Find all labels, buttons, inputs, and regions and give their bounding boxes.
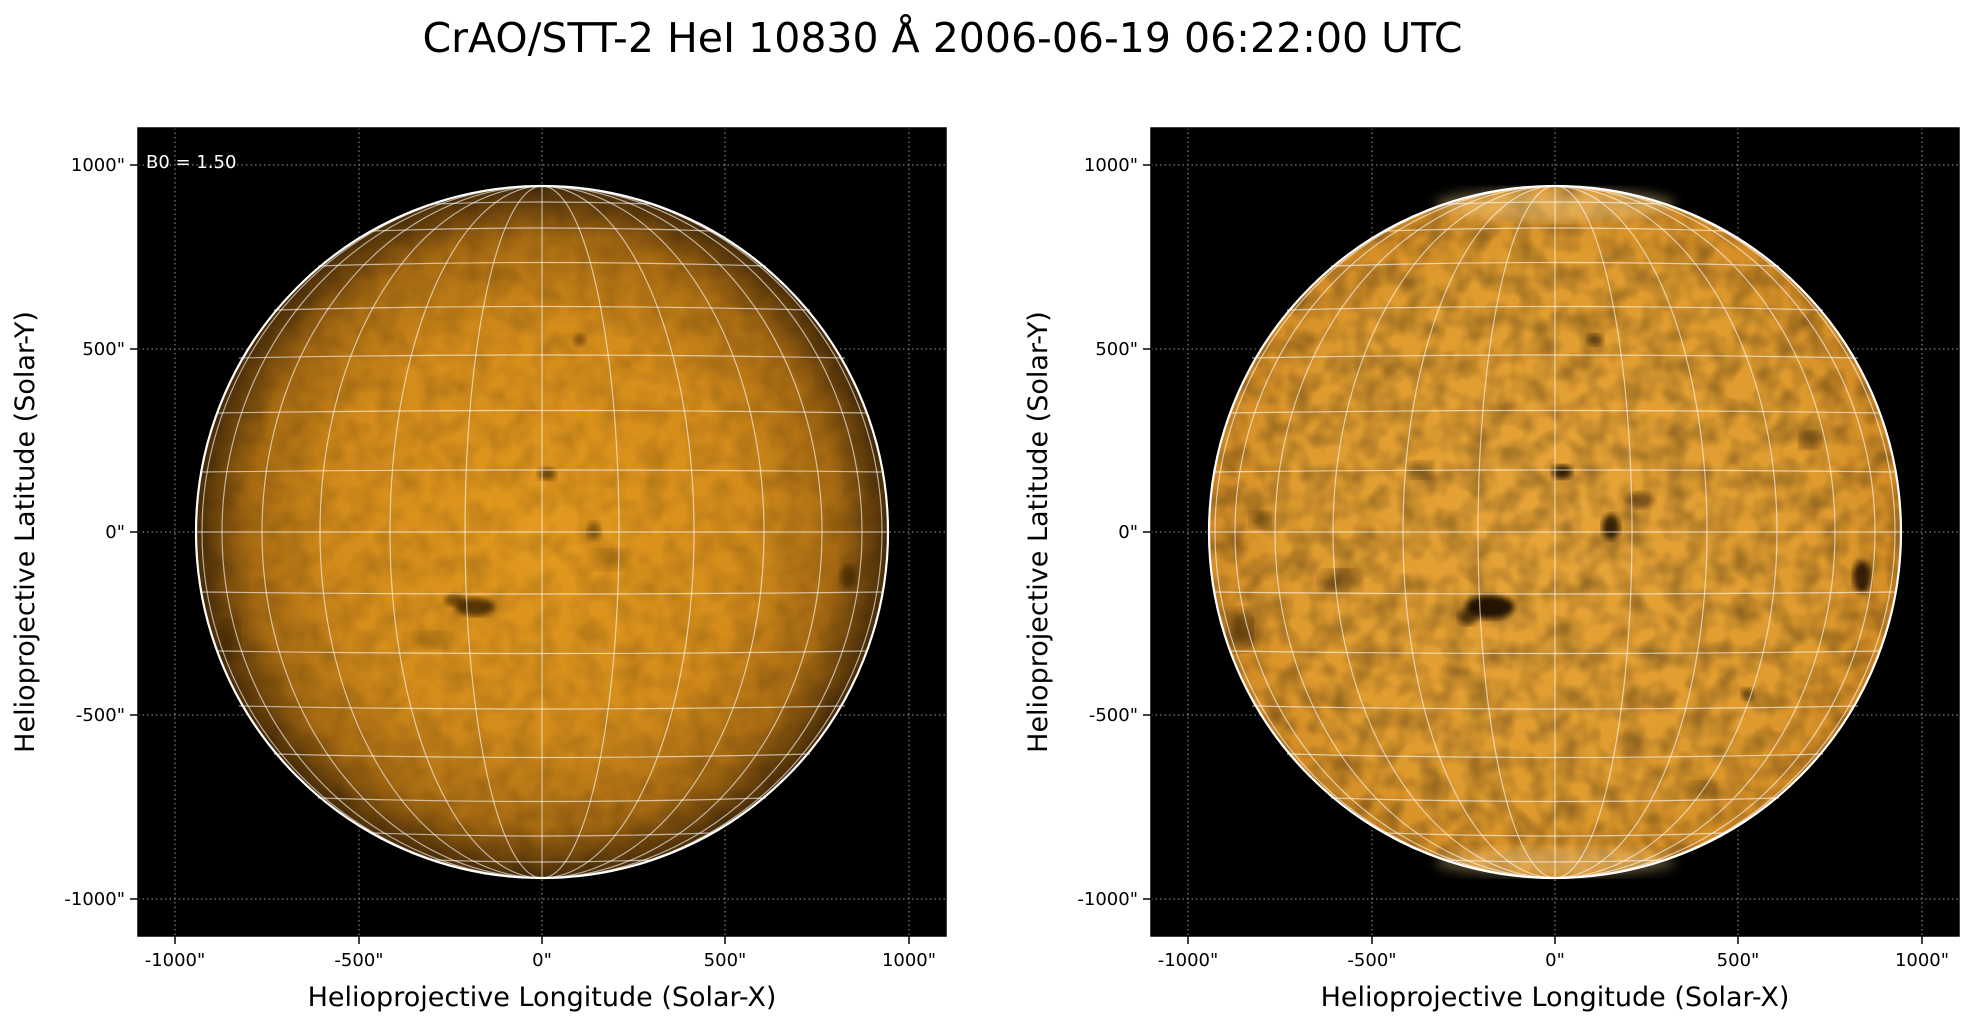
right-ytick-label: 0" [1118, 522, 1138, 543]
right-xtick-label: -1000" [1158, 950, 1219, 971]
right-xtick-label: 500" [1717, 950, 1760, 971]
left-ytick-label: -1000" [64, 889, 125, 910]
left-limb-outline [194, 184, 890, 880]
left-xtick-label: 1000" [882, 950, 936, 971]
left-xaxis-label: Helioprojective Longitude (Solar-X) [308, 982, 777, 1013]
right-xaxis-label: Helioprojective Longitude (Solar-X) [1321, 982, 1790, 1013]
left-tick-marks [130, 164, 910, 944]
left-xtick-label: 0" [532, 950, 552, 971]
left-yaxis-label: Helioprojective Latitude (Solar-Y) [10, 311, 41, 753]
left-panel: B0 = 1.50 -1000" -500" 0" 500" 1000" 100… [10, 127, 947, 1013]
right-xtick-label: 1000" [1895, 950, 1949, 971]
left-heliographic-grid [196, 185, 888, 879]
right-panel: -1000" -500" 0" 500" 1000" 1000" 500" 0"… [1023, 127, 1960, 1013]
left-xtick-label: -1000" [145, 950, 206, 971]
right-limb-outline [1207, 184, 1903, 880]
right-tick-marks [1143, 164, 1923, 944]
left-inset-label: B0 = 1.50 [146, 152, 236, 173]
left-xtick-label: -500" [334, 950, 383, 971]
right-ytick-label: 500" [1095, 339, 1138, 360]
right-ytick-label: -1000" [1077, 889, 1138, 910]
figure-title: CrAO/STT-2 HeI 10830 Å 2006-06-19 06:22:… [422, 14, 1463, 62]
left-ytick-label: 500" [82, 339, 125, 360]
right-xtick-label: -500" [1347, 950, 1396, 971]
right-ytick-label: -500" [1089, 705, 1138, 726]
left-ytick-label: -500" [76, 705, 125, 726]
left-ytick-label: 0" [105, 522, 125, 543]
left-xtick-label: 500" [704, 950, 747, 971]
left-ytick-label: 1000" [71, 155, 125, 176]
right-yaxis-label: Helioprojective Latitude (Solar-Y) [1023, 311, 1054, 753]
right-ytick-label: 1000" [1084, 155, 1138, 176]
right-dark-features [1228, 334, 1871, 798]
right-heliographic-grid [1209, 185, 1901, 879]
right-xtick-label: 0" [1545, 950, 1565, 971]
